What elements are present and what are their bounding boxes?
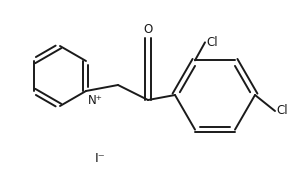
Text: N⁺: N⁺: [88, 94, 103, 107]
Text: Cl: Cl: [276, 105, 288, 118]
Text: Cl: Cl: [206, 36, 218, 49]
Text: I⁻: I⁻: [95, 152, 105, 164]
Text: O: O: [143, 23, 153, 36]
